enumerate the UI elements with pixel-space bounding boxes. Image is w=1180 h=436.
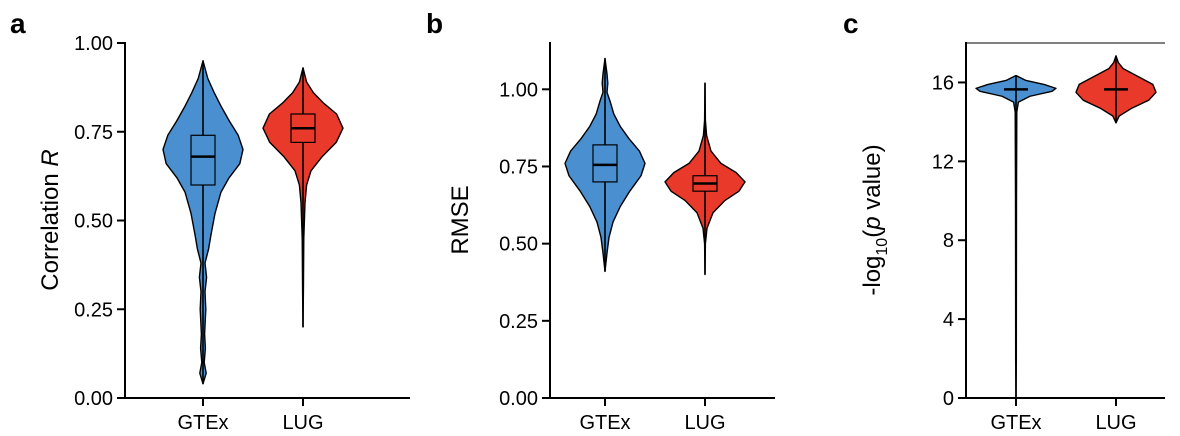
x-tick-label: GTEx [177,412,228,434]
y-tick-label: 12 [932,151,954,173]
y-axis-label: RMSE [447,185,474,254]
y-axis-label-italic: R [37,149,64,166]
y-tick-label: 8 [943,230,954,252]
y-axis-label-text: Correlation [37,167,64,291]
y-tick-label: 0.50 [74,211,113,233]
panel-letter: b [426,8,443,39]
y-axis-label-text: -log [859,256,886,296]
y-tick-label: 0.75 [499,156,538,178]
x-tick-label: GTEx [579,412,630,434]
panel-b: b 0.00 0.25 0.50 0.75 1.00 GTEx LUG RMSE [426,8,775,434]
y-tick-label: 1.00 [74,33,113,55]
y-tick-label: 0.00 [499,388,538,410]
y-axis-label: -log10(p value) [859,144,891,295]
x-tick-label: LUG [1095,412,1136,434]
y-axis-label-text: RMSE [447,185,474,254]
iqr-box [592,144,618,183]
y-tick-label: 0.75 [74,122,113,144]
x-tick-label: GTEx [990,412,1041,434]
y-axis-label-suffix: value) [859,144,886,216]
x-tick-label: LUG [684,412,725,434]
panel-a: a 0.00 0.25 0.50 0.75 1.00 GTEx LUG Correlation … [10,8,410,434]
y-tick-label: 0.25 [74,299,113,321]
y-tick-label: 0.00 [74,388,113,410]
y-axis-label-paren: ( [859,230,886,238]
y-tick-label: 4 [943,309,954,331]
panel-letter: a [10,8,26,39]
panel-c: c 0 4 8 12 16 GTEx LUG -log10(p value) [843,8,1165,434]
y-tick-label: 0 [943,388,954,410]
y-axis-label-subscript: 10 [874,238,891,256]
y-tick-label: 16 [932,72,954,94]
panel-letter: c [843,8,859,39]
y-tick-label: 0.25 [499,311,538,333]
iqr-box [190,134,216,186]
y-tick-label: 1.00 [499,79,538,101]
y-axis-label: Correlation R [37,149,64,290]
x-tick-label: LUG [282,412,323,434]
y-tick-label: 0.50 [499,234,538,256]
y-axis-label-italic: p [859,216,886,230]
